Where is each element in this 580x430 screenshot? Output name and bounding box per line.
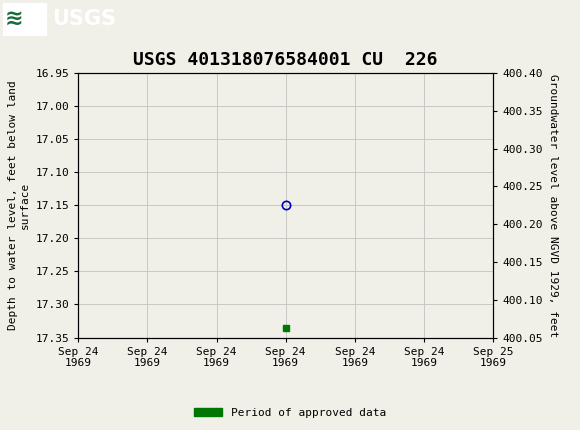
Title: USGS 401318076584001 CU  226: USGS 401318076584001 CU 226 [133,51,438,69]
Legend: Period of approved data: Period of approved data [190,403,390,422]
Y-axis label: Groundwater level above NGVD 1929, feet: Groundwater level above NGVD 1929, feet [548,74,558,337]
FancyBboxPatch shape [3,3,46,35]
Y-axis label: Depth to water level, feet below land
surface: Depth to water level, feet below land su… [8,80,30,330]
Text: ≋: ≋ [5,9,23,29]
Text: USGS: USGS [52,9,116,29]
